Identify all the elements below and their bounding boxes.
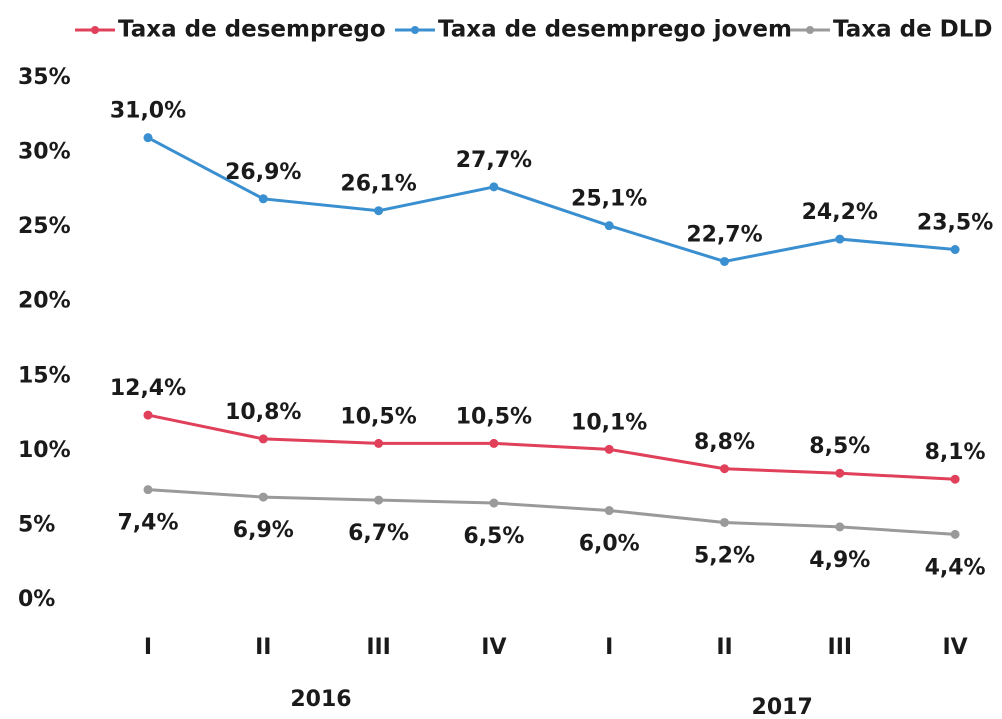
data-label: 8,8% — [694, 430, 755, 455]
data-point — [835, 522, 845, 532]
y-tick-label: 10% — [18, 438, 71, 463]
x-tick-label: III — [366, 635, 391, 660]
data-label: 10,5% — [340, 404, 416, 429]
data-point — [604, 221, 614, 231]
data-point — [143, 133, 153, 143]
series-line — [147, 488, 956, 536]
data-label: 10,1% — [571, 410, 647, 435]
group-label: 2017 — [752, 695, 813, 719]
data-point — [374, 206, 384, 216]
data-label: 6,9% — [233, 518, 294, 543]
data-point — [950, 245, 960, 255]
legend-marker — [806, 26, 814, 34]
data-point — [950, 474, 960, 484]
data-label: 12,4% — [110, 376, 186, 401]
data-point — [258, 492, 268, 502]
data-label: 10,8% — [225, 400, 301, 425]
data-point — [489, 498, 499, 508]
y-tick-label: 25% — [18, 214, 71, 239]
data-point — [258, 194, 268, 204]
legend-marker — [411, 26, 419, 34]
x-tick-label: III — [828, 635, 853, 660]
series-line — [147, 136, 956, 263]
data-label: 25,1% — [571, 187, 647, 212]
data-label: 8,1% — [925, 440, 986, 465]
data-label: 10,5% — [456, 404, 532, 429]
y-tick-label: 35% — [18, 65, 71, 90]
y-tick-label: 0% — [18, 587, 55, 612]
data-point — [720, 256, 729, 266]
data-label: 27,7% — [456, 148, 532, 173]
data-point — [374, 438, 384, 448]
data-label: 26,9% — [225, 160, 301, 185]
legend-marker — [91, 26, 99, 34]
data-label: 6,7% — [348, 521, 409, 546]
legend-label: Taxa de DLD — [833, 17, 993, 43]
x-tick-label: IV — [481, 635, 506, 660]
x-tick-label: I — [605, 635, 613, 660]
data-label: 6,5% — [463, 524, 524, 549]
data-point — [604, 444, 614, 454]
y-tick-label: 5% — [18, 512, 55, 537]
group-label: 2016 — [290, 687, 351, 712]
data-label: 7,4% — [117, 511, 178, 536]
x-tick-label: I — [144, 635, 152, 660]
x-tick-label: II — [255, 635, 271, 660]
y-tick-label: 30% — [18, 140, 71, 165]
data-point — [604, 506, 614, 516]
data-point — [950, 529, 960, 539]
data-label: 6,0% — [579, 532, 640, 557]
x-tick-label: II — [716, 635, 732, 660]
data-label: 4,4% — [925, 555, 986, 580]
x-tick-label: IV — [942, 635, 967, 660]
data-label: 31,0% — [110, 99, 186, 124]
data-point — [143, 485, 153, 495]
y-tick-label: 15% — [18, 363, 71, 388]
y-tick-label: 20% — [18, 289, 71, 314]
data-point — [374, 495, 384, 505]
data-point — [489, 438, 499, 448]
data-label: 22,7% — [686, 222, 762, 247]
data-label: 5,2% — [694, 543, 755, 568]
data-point — [258, 434, 268, 444]
data-point — [720, 464, 729, 474]
series-line — [147, 413, 956, 481]
data-label: 24,2% — [802, 200, 878, 225]
data-point — [835, 234, 845, 244]
legend-label: Taxa de desemprego jovem — [438, 17, 792, 43]
data-label: 4,9% — [809, 548, 870, 573]
data-point — [143, 410, 153, 420]
data-label: 23,5% — [917, 211, 993, 236]
data-label: 26,1% — [340, 172, 416, 197]
data-point — [720, 517, 729, 527]
data-point — [489, 182, 499, 192]
data-point — [835, 468, 845, 478]
data-label: 8,5% — [809, 434, 870, 459]
legend-label: Taxa de desemprego — [118, 17, 386, 43]
